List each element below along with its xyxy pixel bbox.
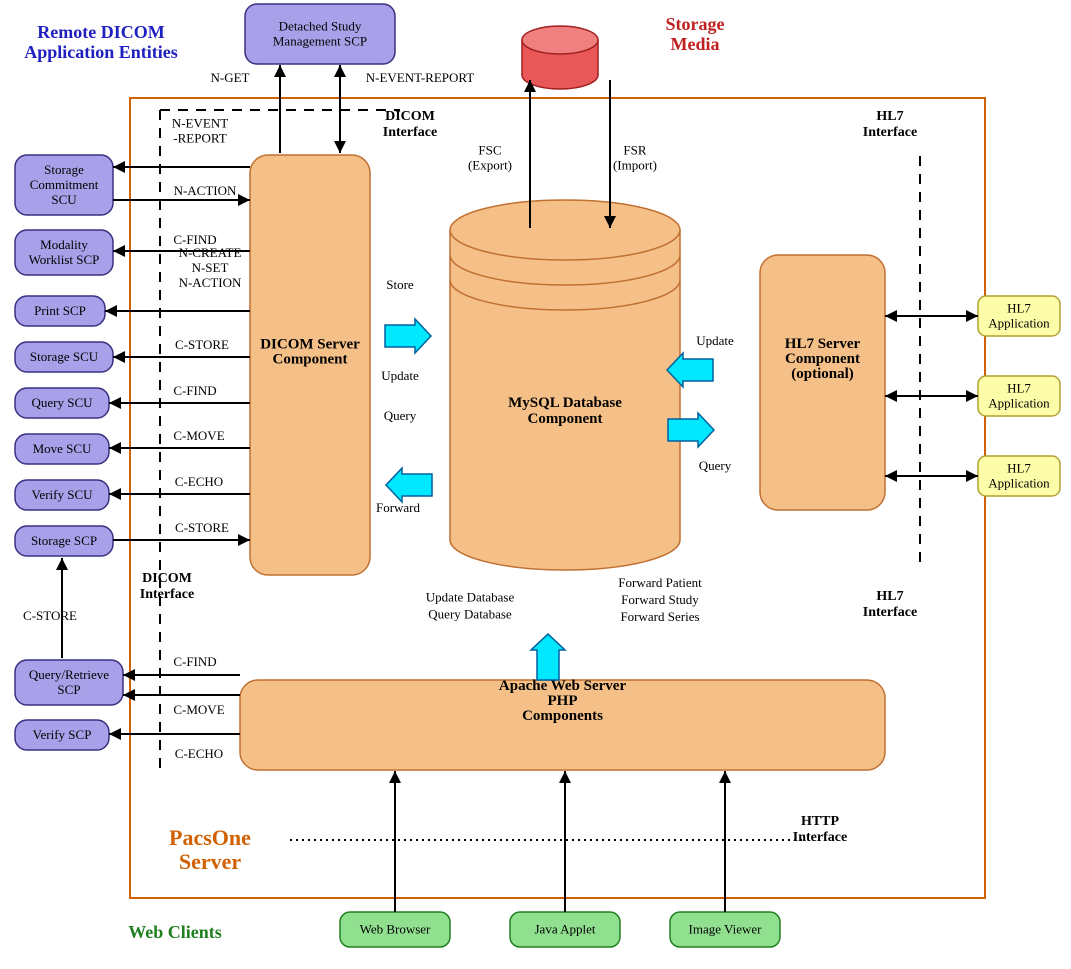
svg-text:Query: Query [699,458,732,473]
svg-text:Query SCU: Query SCU [31,395,93,410]
svg-text:Web Browser: Web Browser [360,922,431,937]
cyan-arrow-up [531,634,565,680]
svg-text:-REPORT: -REPORT [173,131,226,146]
svg-text:SCU: SCU [51,192,77,207]
svg-text:N-GET: N-GET [211,70,250,85]
svg-text:C-FIND: C-FIND [173,383,216,398]
svg-text:DICOM Server: DICOM Server [260,337,360,353]
svg-text:Image Viewer: Image Viewer [689,922,763,937]
svg-text:HL7: HL7 [1007,381,1031,396]
svg-text:Storage: Storage [666,14,725,34]
cyan-arrow-right [385,319,431,353]
svg-text:HL7: HL7 [876,589,903,604]
svg-text:Verify SCP: Verify SCP [33,727,92,742]
svg-text:Component: Component [272,352,347,368]
node-hl7_server [760,255,885,510]
svg-text:N-ACTION: N-ACTION [174,183,237,198]
svg-text:(optional): (optional) [791,366,854,382]
svg-text:HL7: HL7 [876,109,903,124]
svg-text:C-STORE: C-STORE [175,520,229,535]
svg-text:Storage SCU: Storage SCU [30,349,99,364]
svg-text:HL7: HL7 [1007,301,1031,316]
svg-text:Update Database: Update Database [426,590,515,605]
svg-text:C-MOVE: C-MOVE [173,428,224,443]
svg-text:C-MOVE: C-MOVE [173,702,224,717]
svg-text:N-EVENT: N-EVENT [172,116,228,131]
svg-text:Interface: Interface [863,605,917,620]
svg-text:DICOM: DICOM [385,109,435,124]
svg-text:C-ECHO: C-ECHO [175,746,223,761]
svg-text:Storage: Storage [44,162,84,177]
svg-text:Application: Application [988,396,1050,411]
cyan-arrow-left [386,468,432,502]
svg-text:HTTP: HTTP [801,814,840,829]
svg-text:Media: Media [671,34,720,54]
svg-text:FSC: FSC [478,143,501,158]
svg-text:SCP: SCP [57,682,80,697]
svg-text:C-STORE: C-STORE [23,608,77,623]
svg-text:FSR: FSR [623,143,646,158]
svg-text:N-SET: N-SET [192,260,229,275]
svg-text:HL7: HL7 [1007,461,1031,476]
svg-text:Application: Application [988,476,1050,491]
svg-text:Apache Web Server: Apache Web Server [499,678,627,694]
svg-text:Component: Component [785,351,860,367]
svg-text:C-ECHO: C-ECHO [175,474,223,489]
svg-text:Detached Study: Detached Study [279,19,362,34]
svg-text:(Import): (Import) [613,158,657,173]
svg-text:Interface: Interface [793,830,847,845]
svg-text:Forward Patient: Forward Patient [618,575,702,590]
svg-text:Interface: Interface [863,125,917,140]
svg-text:Components: Components [522,708,603,724]
svg-text:Update: Update [696,333,734,348]
svg-text:Remote DICOM: Remote DICOM [37,22,164,42]
svg-text:Forward Study: Forward Study [621,592,699,607]
svg-text:Print SCP: Print SCP [34,303,86,318]
svg-text:PHP: PHP [548,693,578,709]
svg-text:Storage SCP: Storage SCP [31,533,97,548]
svg-text:Management SCP: Management SCP [273,34,367,49]
svg-text:Query Database: Query Database [428,607,512,622]
svg-text:N-EVENT-REPORT: N-EVENT-REPORT [366,70,475,85]
svg-text:Update: Update [381,368,419,383]
svg-text:N-CREATE: N-CREATE [179,245,242,260]
svg-text:Move SCU: Move SCU [33,441,92,456]
svg-text:Forward Series: Forward Series [620,609,699,624]
svg-text:Interface: Interface [140,587,194,602]
svg-text:Forward: Forward [376,500,421,515]
svg-text:Web Clients: Web Clients [128,922,222,942]
svg-text:Query/Retrieve: Query/Retrieve [29,667,109,682]
svg-text:(Export): (Export) [468,158,512,173]
svg-text:Verify SCU: Verify SCU [31,487,93,502]
svg-text:Query: Query [384,408,417,423]
svg-text:Commitment: Commitment [30,177,99,192]
svg-text:Application: Application [988,316,1050,331]
svg-text:Java Applet: Java Applet [534,922,595,937]
svg-text:DICOM: DICOM [142,571,192,586]
svg-text:C-FIND: C-FIND [173,654,216,669]
svg-text:N-ACTION: N-ACTION [179,275,242,290]
svg-text:HL7 Server: HL7 Server [785,336,861,352]
svg-text:MySQL Database: MySQL Database [508,395,622,411]
svg-text:Store: Store [386,277,414,292]
svg-text:Component: Component [527,411,602,427]
svg-text:Modality: Modality [40,237,88,252]
svg-text:Server: Server [179,849,242,874]
svg-text:Application Entities: Application Entities [24,42,178,62]
svg-text:Interface: Interface [383,125,437,140]
svg-text:Worklist SCP: Worklist SCP [29,252,100,267]
svg-text:PacsOne: PacsOne [169,825,251,850]
svg-text:C-STORE: C-STORE [175,337,229,352]
